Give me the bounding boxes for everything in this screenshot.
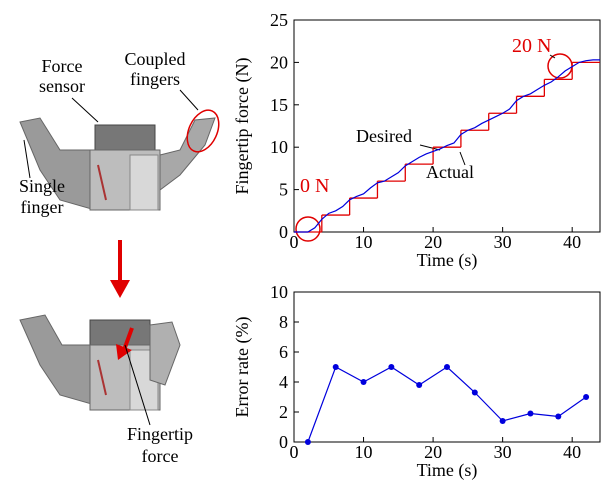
x-tick-label: 20 xyxy=(424,232,442,252)
series-line xyxy=(307,366,587,443)
y-tick-label: 4 xyxy=(279,372,288,392)
y-tick-label: 6 xyxy=(279,342,288,362)
x-axis-label: Time (s) xyxy=(417,460,478,481)
leader xyxy=(419,144,441,151)
label: Coupled xyxy=(125,49,186,69)
robot-top xyxy=(19,109,220,211)
point xyxy=(388,364,395,370)
y-tick-label: 5 xyxy=(279,180,288,200)
point xyxy=(555,413,562,420)
leader xyxy=(23,139,31,179)
series-label: Actual xyxy=(426,162,474,182)
y-tick-label: 10 xyxy=(270,282,288,302)
x-tick-label: 10 xyxy=(355,442,373,462)
robot-bottom xyxy=(19,314,181,411)
label: Single xyxy=(19,176,65,196)
x-tick-label: 40 xyxy=(563,232,581,252)
plot-frame xyxy=(293,19,601,233)
plot-frame xyxy=(293,291,601,443)
point xyxy=(444,364,450,370)
y-tick-label: 8 xyxy=(279,312,288,332)
label: Force xyxy=(42,56,83,76)
y-tick-label: 0 xyxy=(279,222,288,242)
x-tick-label: 30 xyxy=(494,442,512,462)
arrow-head xyxy=(110,280,130,298)
leader xyxy=(71,97,99,123)
x-tick-label: 0 xyxy=(290,232,299,252)
leader xyxy=(549,54,556,59)
point xyxy=(416,382,423,388)
highlight xyxy=(295,216,321,242)
label: sensor xyxy=(39,76,85,96)
y-tick-label: 10 xyxy=(270,137,288,157)
y-tick-label: 0 xyxy=(279,432,288,452)
label: force xyxy=(142,446,179,466)
annotation: 20 N xyxy=(512,35,551,57)
label: finger xyxy=(21,197,64,217)
y-tick-label: 20 xyxy=(270,52,288,72)
point xyxy=(471,389,478,396)
x-axis-label: Time (s) xyxy=(417,250,478,271)
label: fingers xyxy=(130,69,180,89)
x-tick-label: 0 xyxy=(290,442,299,462)
point xyxy=(360,379,367,385)
annotation: 0 N xyxy=(300,175,329,197)
x-tick-label: 10 xyxy=(355,232,373,252)
highlight xyxy=(547,53,573,79)
x-tick-label: 20 xyxy=(424,442,442,462)
point xyxy=(304,439,311,445)
point xyxy=(499,418,506,424)
point xyxy=(583,394,590,400)
y-tick-label: 15 xyxy=(270,95,288,115)
series-label: Desired xyxy=(356,126,412,146)
x-tick-label: 30 xyxy=(494,232,512,252)
point xyxy=(527,410,534,417)
y-tick-label: 25 xyxy=(270,10,288,30)
x-tick-label: 40 xyxy=(563,442,581,462)
leader xyxy=(124,344,151,426)
y-tick-label: 2 xyxy=(279,402,288,422)
y-axis-label: Error rate (%) xyxy=(232,317,253,418)
label: Fingertip xyxy=(127,424,193,444)
point xyxy=(332,364,339,370)
leader xyxy=(459,151,466,166)
leader xyxy=(179,89,199,111)
y-axis-label: Fingertip force (N) xyxy=(232,58,253,195)
series-line xyxy=(294,59,600,233)
